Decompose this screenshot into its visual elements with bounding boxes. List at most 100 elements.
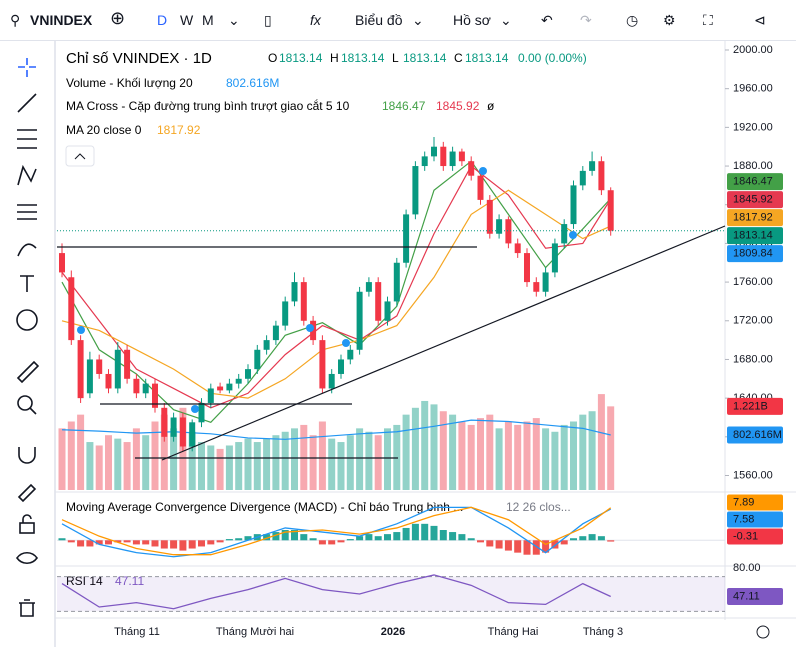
text-tool[interactable] <box>20 275 34 292</box>
y-tick-label: 1760.00 <box>733 276 773 288</box>
volume-bar <box>281 431 289 490</box>
menu[interactable]: Biểu đồ <box>355 12 403 28</box>
rsi-tick-label: 80.00 <box>733 562 761 574</box>
magnet-tool[interactable] <box>18 447 36 464</box>
brush-tool[interactable] <box>17 243 37 257</box>
time-label: 2026 <box>381 626 405 638</box>
zoom-tool[interactable] <box>17 395 33 411</box>
candle-body <box>431 146 437 157</box>
candle-body <box>105 373 112 389</box>
candle-body <box>598 161 605 191</box>
pattern-tool[interactable] <box>17 164 37 186</box>
candle-body <box>96 359 103 374</box>
volume-bar <box>235 442 243 490</box>
interval[interactable]: M <box>202 12 214 28</box>
chart-type[interactable]: ▯ <box>264 12 272 28</box>
price-badge <box>727 191 783 209</box>
price-badge <box>727 588 783 606</box>
interval[interactable]: W <box>180 12 194 28</box>
fullscreen[interactable]: ⛶ <box>703 12 713 28</box>
settings[interactable]: ⚙ <box>663 12 676 28</box>
time-label: Tháng 11 <box>114 626 160 638</box>
draw-lock-tool[interactable] <box>17 483 37 503</box>
candle-body <box>207 388 214 403</box>
candle-body <box>133 378 140 394</box>
legend-volume-value: 802.616M <box>226 76 279 90</box>
candle-body <box>124 349 131 379</box>
delete-tool[interactable] <box>19 599 35 617</box>
ma-line <box>61 189 611 399</box>
macd-histogram-bar <box>421 523 429 541</box>
macd-histogram-bar <box>272 532 280 541</box>
price-badge-label: 1845.92 <box>733 194 773 206</box>
redo[interactable]: ↷ <box>580 12 592 28</box>
macd-histogram-bar <box>384 534 391 541</box>
macd-histogram-bar <box>77 540 85 547</box>
price-badge <box>727 494 783 511</box>
drawings <box>57 167 726 461</box>
price-badge-label: 1846.47 <box>733 176 773 188</box>
collapse-legend-button[interactable] <box>65 145 95 167</box>
candle-body <box>468 161 475 176</box>
lock-tool[interactable] <box>19 522 35 534</box>
candle-body <box>542 272 549 292</box>
interval-dropdown[interactable]: ⌄ <box>228 12 240 28</box>
candle-body <box>272 325 279 341</box>
candle-body <box>179 417 186 447</box>
indicators[interactable]: fx <box>310 12 321 28</box>
volume-bar <box>532 418 540 490</box>
interval[interactable]: D <box>157 12 168 28</box>
volume-bar <box>607 406 615 490</box>
price-badge-label: 7.89 <box>733 496 754 508</box>
y-tick-label: 2000.00 <box>733 44 773 56</box>
legend-ma-cross: MA Cross - Cặp đường trung bình trượt gi… <box>66 98 350 113</box>
legend-ohlc-value: 1813.14 <box>341 51 385 65</box>
settings-button[interactable] <box>756 625 770 639</box>
macd-histogram-bar <box>542 540 550 553</box>
volume-bar <box>411 407 419 490</box>
add-symbol[interactable]: ⊕ <box>110 8 126 28</box>
macd-histogram-bar <box>95 540 103 545</box>
volume-bar <box>449 414 457 490</box>
alert[interactable]: ◷ <box>626 12 639 28</box>
candle-body <box>607 190 614 231</box>
ruler-tool[interactable] <box>16 360 40 384</box>
macd-histogram-bar <box>374 536 382 541</box>
macd-histogram-bar <box>504 540 512 551</box>
crosshair-tool[interactable] <box>18 58 36 77</box>
volume-ma-line <box>61 419 611 440</box>
legend-ma5: 1846.47 <box>382 99 426 113</box>
macd-histogram-bar <box>597 536 605 541</box>
menu-arrow: ⌄ <box>412 12 424 28</box>
volume-bar <box>458 421 466 490</box>
drawing-line <box>161 225 726 461</box>
candle-body <box>561 224 568 244</box>
emoji-tool[interactable] <box>16 309 38 331</box>
symbol[interactable]: VNINDEX <box>30 12 93 28</box>
macd-histogram-bar <box>588 534 596 541</box>
share[interactable]: ⊲ <box>754 12 766 28</box>
candle-body <box>440 146 447 167</box>
menu[interactable]: Hồ sơ <box>453 12 491 28</box>
macd-histogram-bar <box>328 540 336 545</box>
search-icon[interactable]: ⚲ <box>10 12 21 28</box>
candle-body <box>77 340 84 399</box>
toolbar: ⚲ VNINDEX ⊕ D W M ⌄ ▯ fx Biểu đồ ⌄ Hồ sơ… <box>0 0 796 41</box>
candle-body <box>142 383 149 394</box>
undo[interactable]: ↶ <box>541 12 553 28</box>
volume-bar <box>309 435 317 490</box>
legend-ohlc-key: L <box>392 51 399 65</box>
volume-bar <box>384 428 391 490</box>
macd-histogram-bar <box>439 530 447 541</box>
line-tool[interactable] <box>17 93 37 113</box>
visibility-tool[interactable] <box>16 551 38 565</box>
macd-histogram-bar <box>58 538 66 541</box>
candle-body <box>393 262 400 302</box>
projection-tool[interactable] <box>17 204 37 220</box>
y-tick-label: 1680.00 <box>733 353 773 365</box>
candle-body <box>263 340 270 350</box>
volume-bar <box>170 428 178 490</box>
fib-tool[interactable] <box>17 129 37 149</box>
